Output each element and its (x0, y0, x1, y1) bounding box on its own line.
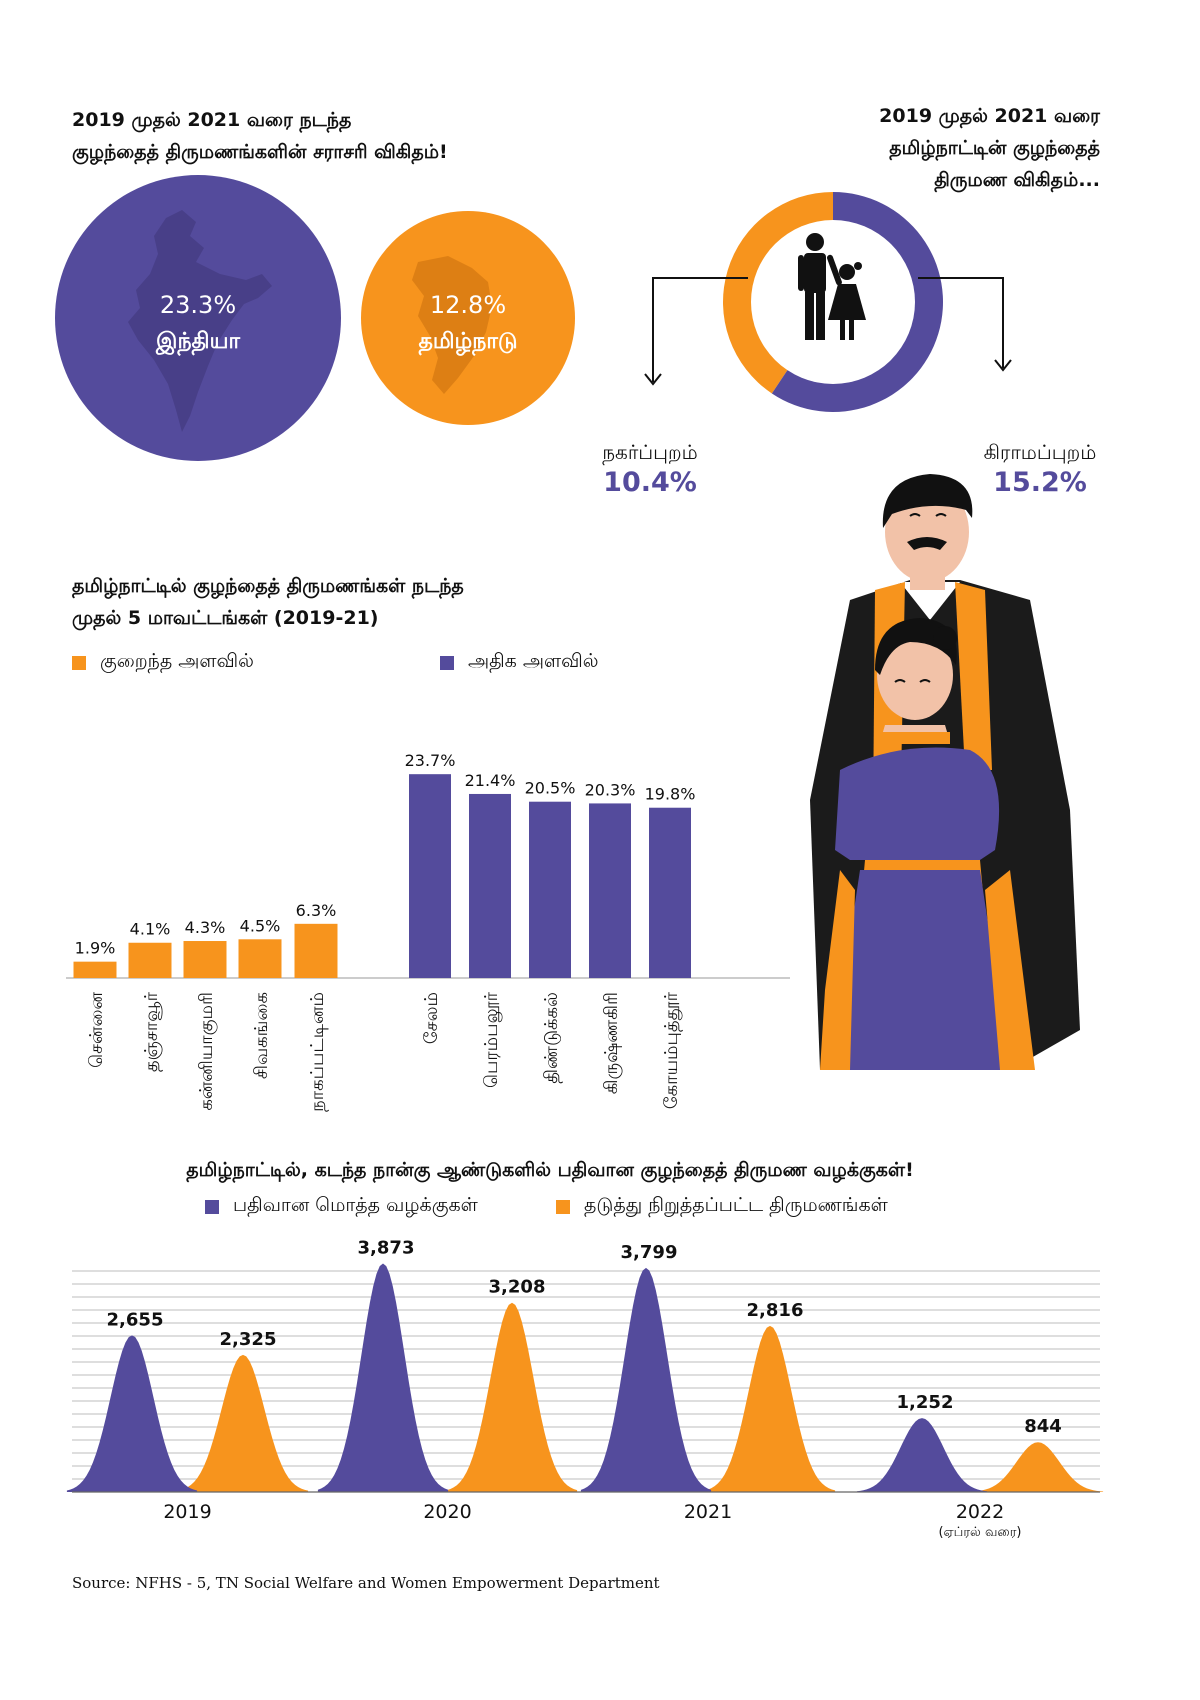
father-daughter-illustration (810, 474, 1080, 1070)
rural-block: கிராமப்புறம் 15.2% (950, 440, 1130, 498)
bar-category-6: சேலம் (421, 992, 442, 1044)
bar-category-7: பெரம்பலூர் (481, 991, 502, 1088)
year-label-2019: 2019 (163, 1501, 211, 1523)
bar-2 (128, 942, 172, 978)
legend-stopped: தடுத்து நிறுத்தப்பட்ட திருமணங்கள் (556, 1194, 888, 1219)
rate-title-line2: தமிழ்நாட்டின் குழந்தைத் (889, 137, 1100, 159)
legend-high: அதிக அளவில் (440, 650, 599, 675)
bar-7 (469, 793, 511, 978)
bar-label-8: 20.5% (525, 779, 576, 798)
district-title-line2: முதல் 5 மாவட்டங்கள் (2019-21) (72, 607, 379, 629)
bar-4 (238, 939, 282, 978)
legend-total-label: பதிவான மொத்த வழக்குகள் (233, 1194, 478, 1216)
urban-rural-donut (644, 192, 1012, 412)
bar-category-10: கோயம்புத்தூர் (661, 991, 683, 1109)
value-total-2022: 1,252 (897, 1392, 954, 1413)
cases-area-chart: 2,655 2,325 2019 3,873 3,208 2020 3,799 2,816 20… (66, 1237, 1104, 1540)
rural-value: 15.2% (993, 467, 1087, 498)
bar-category-2: தஞ்சாவூர் (141, 991, 163, 1072)
year-label-2021: 2021 (684, 1501, 732, 1523)
father-daughter-icon (798, 233, 866, 340)
urban-value: 10.4% (603, 467, 697, 498)
rate-title-line3: திருமண விகிதம்... (934, 169, 1100, 191)
year-label-2022: 2022 (956, 1501, 1004, 1523)
bar-label-7: 21.4% (465, 771, 516, 790)
bar-category-1: சென்னை (86, 991, 107, 1067)
legend-low-label: குறைந்த அளவில் (100, 650, 254, 672)
bar-8 (529, 801, 571, 978)
avg-title-line1: 2019 முதல் 2021 வரை நடந்த (72, 109, 352, 131)
bar-1 (73, 961, 117, 978)
legend-high-swatch (440, 655, 454, 670)
bar-category-5: நாகப்பட்டினம் (307, 992, 329, 1112)
bar-category-4: சிவகங்கை (251, 992, 272, 1079)
bar-9 (589, 803, 631, 978)
legend-high-label: அதிக அளவில் (468, 650, 599, 672)
avg-title-line2: குழந்தைத் திருமணங்களின் சராசரி விகிதம்! (72, 141, 448, 163)
district-bar-chart: 1.9% சென்னை 4.1% தஞ்சாவூர் 4.3% கன்னியாகுமரி 4… (66, 751, 790, 1112)
bar-label-6: 23.7% (405, 751, 456, 770)
value-stopped-2022: 844 (1024, 1416, 1062, 1437)
bar-6 (409, 774, 451, 978)
legend-stopped-swatch (556, 1199, 570, 1214)
legend-low: குறைந்த அளவில் (72, 650, 254, 675)
area-stopped-2020 (446, 1302, 578, 1492)
bar-label-5: 6.3% (296, 901, 337, 920)
area-total-2021 (580, 1267, 712, 1492)
legend-total-swatch (205, 1199, 219, 1214)
value-total-2020: 3,873 (358, 1237, 415, 1258)
rate-title-line1: 2019 முதல் 2021 வரை (879, 105, 1100, 127)
bar-label-10: 19.8% (645, 785, 696, 804)
bar-label-4: 4.5% (240, 916, 281, 935)
value-stopped-2019: 2,325 (220, 1329, 277, 1350)
district-title-line1: தமிழ்நாட்டில் குழந்தைத் திருமணங்கள் நடந்… (72, 575, 464, 597)
tn-value: 12.8% (430, 291, 506, 319)
bar-10 (649, 807, 691, 978)
cases-title: தமிழ்நாட்டில், கடந்த நான்கு ஆண்டுகளில் ப… (186, 1159, 914, 1181)
bar-category-9: கிருஷ்ணகிரி (601, 992, 622, 1094)
value-total-2019: 2,655 (107, 1309, 164, 1330)
tn-map-icon (412, 256, 492, 394)
area-stopped-2019 (177, 1354, 309, 1492)
bar-label-3: 4.3% (185, 918, 226, 937)
tn-label: தமிழ்நாடு (419, 329, 518, 356)
source-note: Source: NFHS - 5, TN Social Welfare and … (72, 1574, 660, 1592)
urban-label: நகர்ப்புறம் (602, 440, 698, 464)
year-label-2020: 2020 (423, 1501, 471, 1523)
urban-block: நகர்ப்புறம் 10.4% (560, 440, 740, 498)
bar-category-3: கன்னியாகுமரி (196, 992, 218, 1111)
arrow-rural-icon (918, 277, 1012, 372)
value-total-2021: 3,799 (621, 1242, 678, 1263)
bar-category-8: திண்டுக்கல் (541, 992, 563, 1084)
legend-low-swatch (72, 655, 86, 670)
bar-label-1: 1.9% (75, 939, 116, 958)
area-stopped-2022 (972, 1442, 1104, 1492)
year-note-2022: (ஏப்ரல் வரை) (938, 1525, 1021, 1540)
area-stopped-2021 (704, 1325, 836, 1492)
value-stopped-2021: 2,816 (747, 1300, 804, 1321)
avg-rate-circles: 23.3% இந்தியா 12.8% தமிழ்நாடு (55, 175, 575, 461)
india-map-icon (128, 210, 272, 432)
india-value: 23.3% (160, 291, 236, 319)
bar-5 (294, 923, 338, 978)
legend-total: பதிவான மொத்த வழக்குகள் (205, 1194, 478, 1219)
arrow-urban-icon (644, 277, 748, 386)
legend-stopped-label: தடுத்து நிறுத்தப்பட்ட திருமணங்கள் (584, 1194, 888, 1216)
bar-label-9: 20.3% (585, 780, 636, 799)
india-label: இந்தியா (155, 329, 240, 356)
area-total-2019 (66, 1335, 198, 1492)
area-total-2020 (317, 1263, 449, 1492)
value-stopped-2020: 3,208 (489, 1277, 546, 1298)
rural-label: கிராமப்புறம் (983, 440, 1097, 464)
area-total-2022 (856, 1418, 988, 1492)
bar-label-2: 4.1% (130, 920, 171, 939)
bar-3 (183, 941, 227, 978)
